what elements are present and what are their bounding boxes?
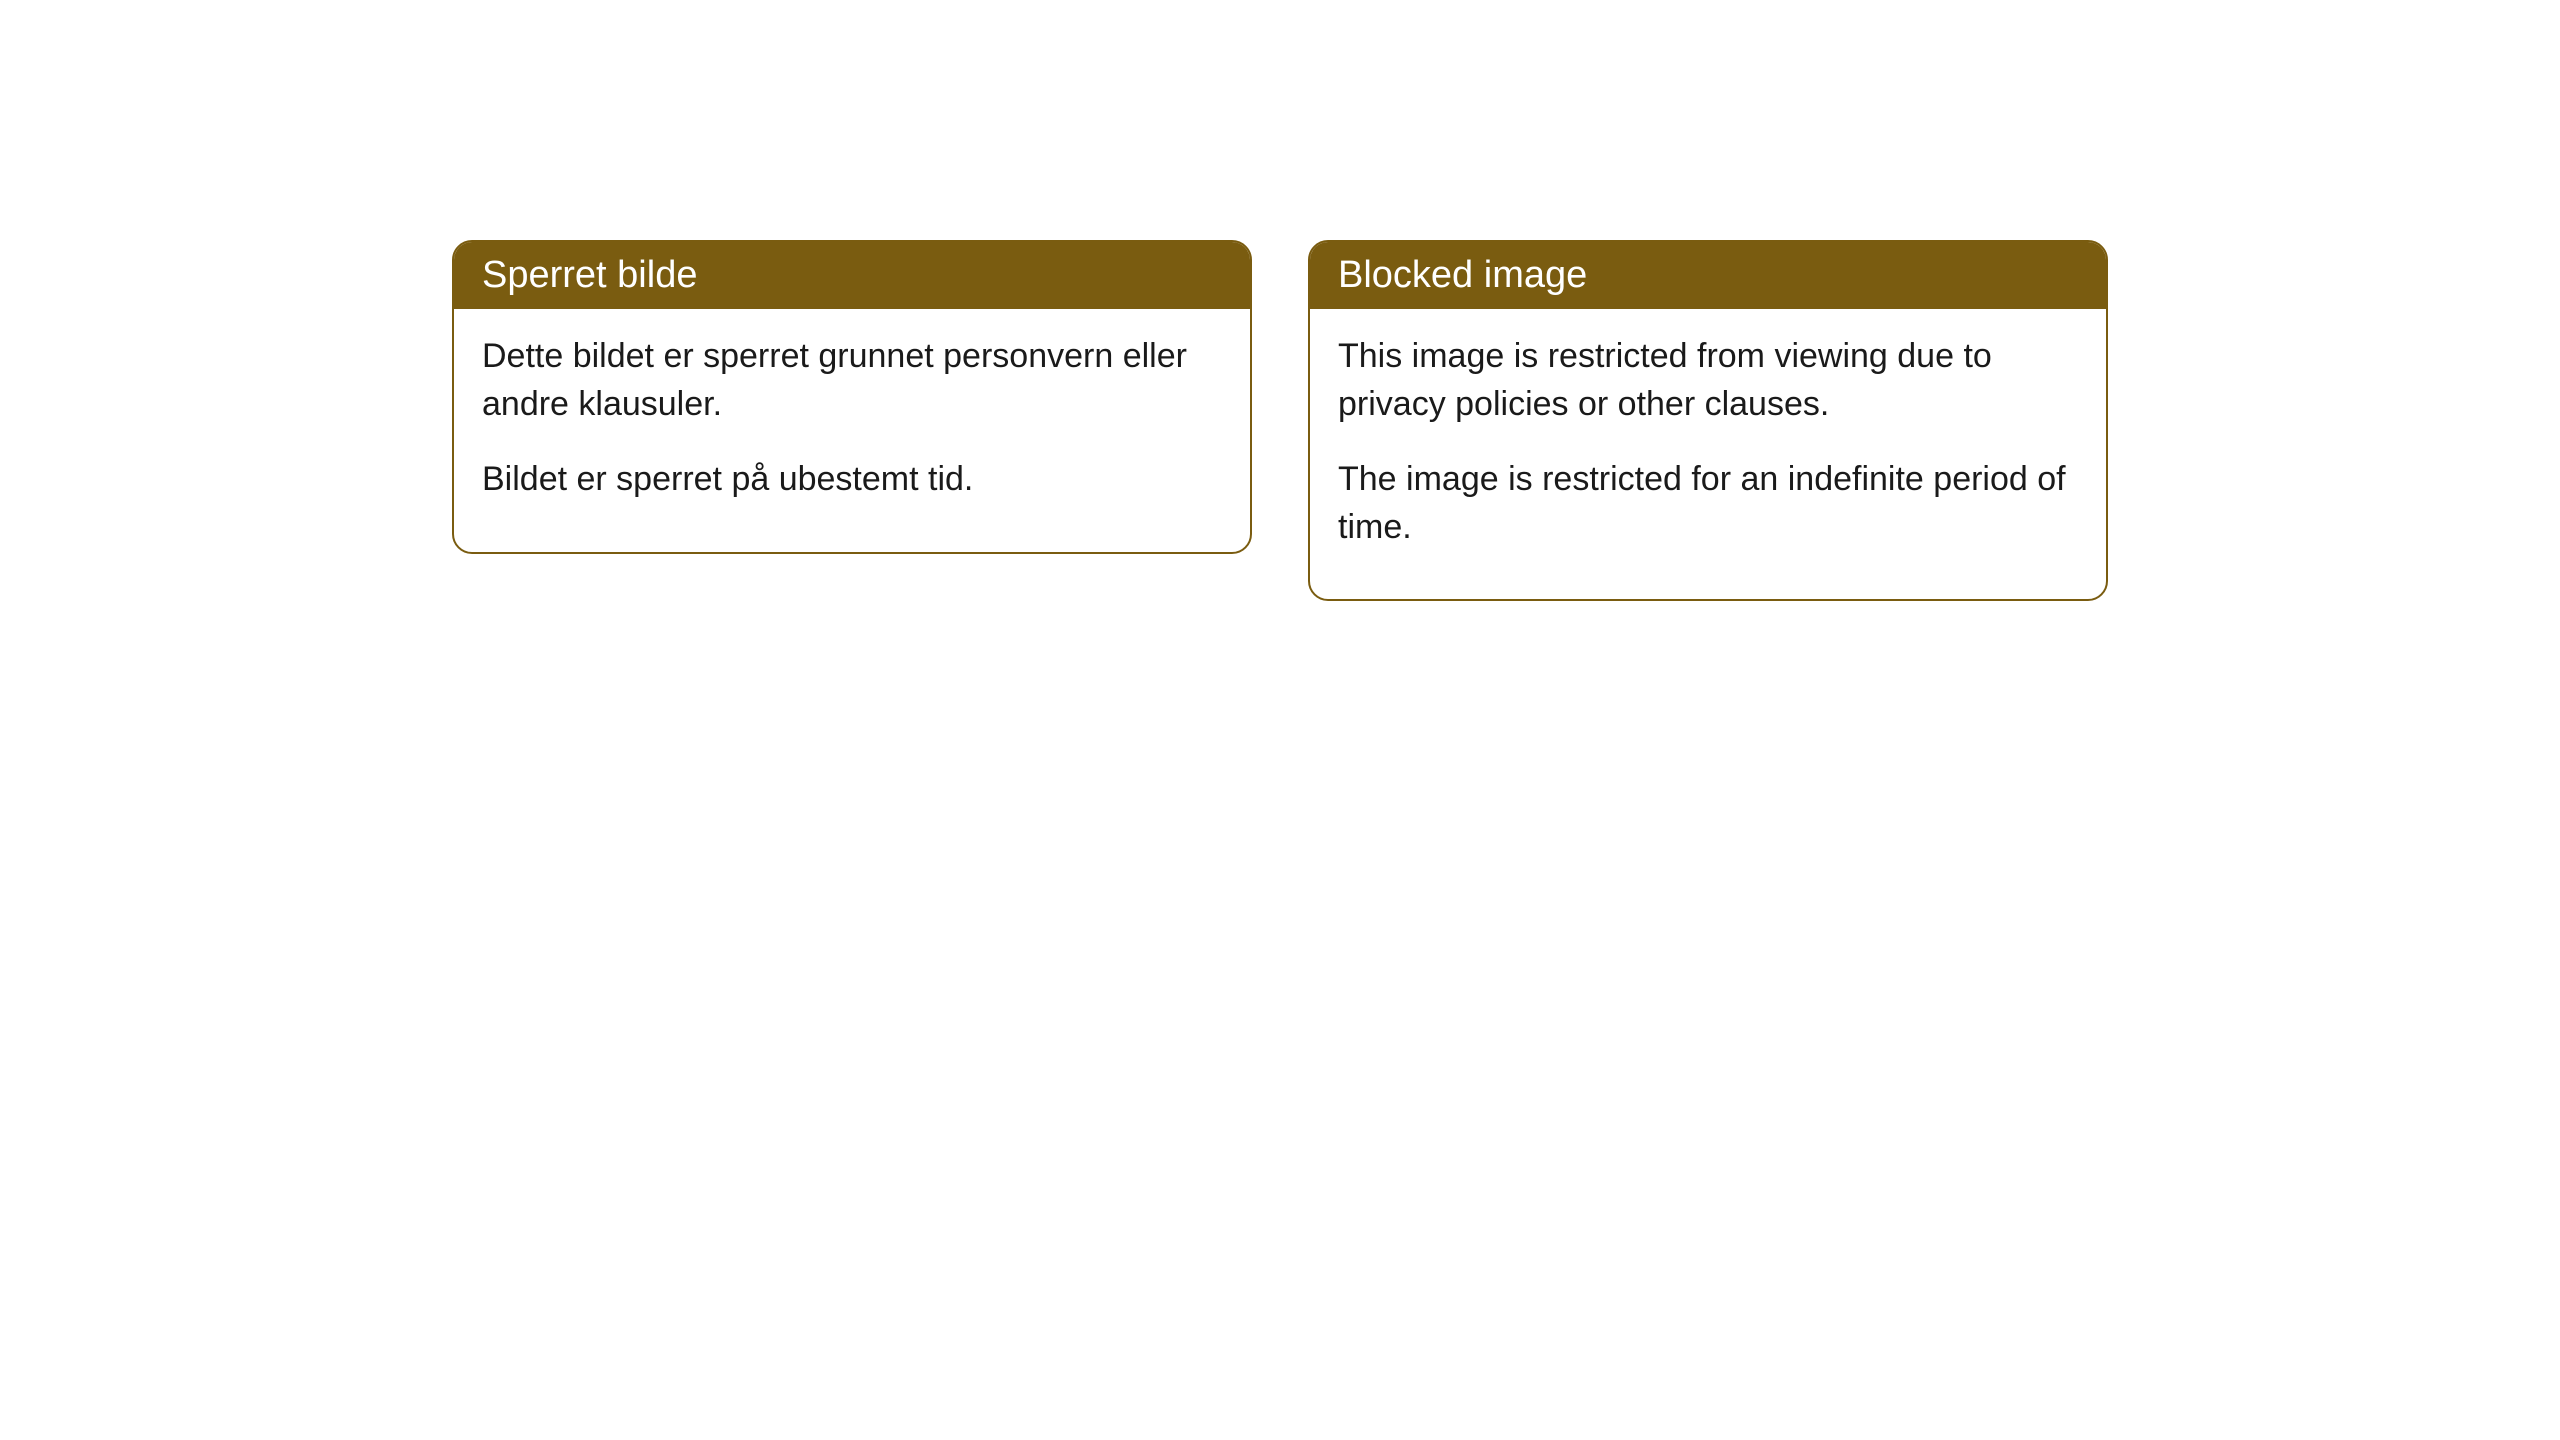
card-body-english: This image is restricted from viewing du… — [1310, 309, 2106, 599]
notice-cards-container: Sperret bilde Dette bildet er sperret gr… — [452, 240, 2108, 1440]
card-text-norwegian-1: Dette bildet er sperret grunnet personve… — [482, 333, 1222, 428]
notice-card-norwegian: Sperret bilde Dette bildet er sperret gr… — [452, 240, 1252, 554]
card-title-norwegian: Sperret bilde — [482, 254, 697, 296]
notice-card-english: Blocked image This image is restricted f… — [1308, 240, 2108, 601]
card-header-english: Blocked image — [1310, 242, 2106, 309]
card-header-norwegian: Sperret bilde — [454, 242, 1250, 309]
card-body-norwegian: Dette bildet er sperret grunnet personve… — [454, 309, 1250, 552]
card-text-english-2: The image is restricted for an indefinit… — [1338, 456, 2078, 551]
card-text-english-1: This image is restricted from viewing du… — [1338, 333, 2078, 428]
card-text-norwegian-2: Bildet er sperret på ubestemt tid. — [482, 456, 1222, 504]
card-title-english: Blocked image — [1338, 254, 1587, 296]
